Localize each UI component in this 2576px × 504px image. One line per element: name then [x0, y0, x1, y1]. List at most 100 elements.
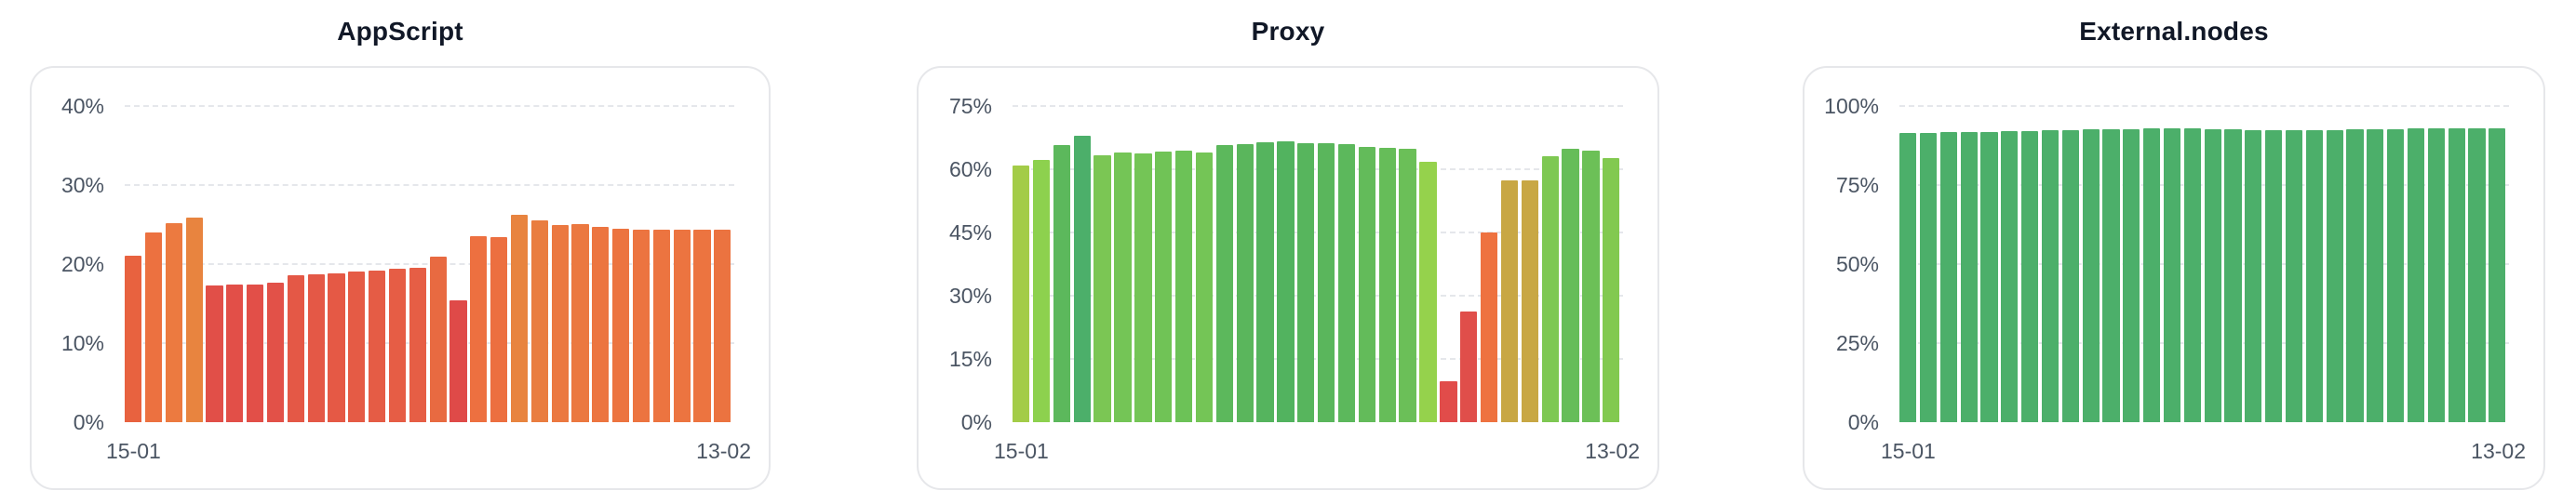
bar[interactable] [1277, 141, 1295, 422]
bar[interactable] [2143, 128, 2161, 422]
bar[interactable] [247, 285, 264, 422]
bar[interactable] [1155, 151, 1173, 422]
bar[interactable] [1603, 158, 1620, 422]
bar[interactable] [1032, 160, 1051, 422]
bar[interactable] [1480, 232, 1498, 422]
bar[interactable] [1053, 145, 1071, 422]
bar[interactable] [2061, 129, 2079, 422]
bar[interactable] [266, 283, 285, 422]
y-axis-tick-label: 100% [1824, 94, 1879, 118]
bar[interactable] [1521, 179, 1539, 422]
bar[interactable] [1358, 146, 1376, 422]
bar[interactable] [388, 269, 407, 422]
bar[interactable] [1460, 312, 1478, 422]
bar[interactable] [2183, 128, 2201, 422]
bar[interactable] [2326, 129, 2343, 422]
bar[interactable] [2346, 129, 2364, 422]
bar[interactable] [165, 222, 182, 422]
bar[interactable] [551, 224, 569, 422]
bar[interactable] [2224, 129, 2242, 422]
bar[interactable] [1939, 132, 1957, 422]
bar[interactable] [206, 285, 223, 422]
bar[interactable] [470, 236, 488, 422]
bar[interactable] [409, 268, 426, 422]
bar[interactable] [1318, 142, 1335, 422]
bar[interactable] [1013, 165, 1030, 422]
bar[interactable] [2123, 128, 2140, 422]
bar[interactable] [1399, 149, 1416, 422]
bar[interactable] [1919, 132, 1938, 422]
bar[interactable] [1960, 131, 1978, 422]
bar[interactable] [2489, 127, 2506, 422]
bar[interactable] [612, 228, 630, 422]
bar[interactable] [693, 229, 711, 422]
bar[interactable] [2245, 129, 2262, 422]
bar[interactable] [1582, 151, 1600, 422]
bar[interactable] [1134, 153, 1152, 422]
chart-panel-proxy: Proxy 0% 15% 30% 45% 60% 75% 15-01 13-02 [917, 0, 1659, 504]
bar[interactable] [1899, 133, 1917, 422]
bar[interactable] [714, 230, 731, 422]
bar[interactable] [348, 271, 366, 422]
bar[interactable] [1195, 153, 1214, 422]
bar[interactable] [2427, 128, 2445, 422]
bar[interactable] [369, 270, 386, 422]
bar[interactable] [1093, 155, 1111, 422]
bar[interactable] [673, 229, 691, 422]
bar[interactable] [632, 229, 651, 422]
chart-panel-external-nodes: External.nodes 0% 25% 50% 75% 100% 15-01 13-02 [1803, 0, 2545, 504]
bar[interactable] [2387, 128, 2405, 422]
bar[interactable] [449, 300, 467, 422]
bar[interactable] [1215, 145, 1234, 422]
bar[interactable] [144, 232, 163, 422]
x-axis-end-label: 13-02 [696, 439, 751, 463]
bar[interactable] [125, 255, 142, 422]
bar[interactable] [1541, 155, 1559, 422]
bar[interactable] [2082, 129, 2100, 422]
bar[interactable] [2367, 129, 2384, 422]
bar[interactable] [307, 274, 325, 422]
bar[interactable] [1256, 142, 1274, 422]
bar[interactable] [490, 237, 508, 422]
bar[interactable] [328, 273, 345, 422]
bar[interactable] [1337, 143, 1356, 422]
bar[interactable] [1419, 161, 1437, 422]
bar[interactable] [1174, 151, 1193, 422]
bar[interactable] [1562, 149, 1579, 422]
bar[interactable] [429, 257, 447, 422]
bar[interactable] [592, 227, 610, 422]
bar[interactable] [2102, 129, 2120, 422]
bar-series [1013, 106, 1623, 422]
bar[interactable] [1378, 147, 1396, 422]
x-axis-start-label: 15-01 [994, 439, 1049, 463]
bar[interactable] [1980, 131, 1998, 422]
bar[interactable] [287, 274, 304, 422]
bar[interactable] [1440, 381, 1457, 422]
bar[interactable] [1073, 136, 1091, 422]
bar[interactable] [510, 215, 529, 422]
bar[interactable] [2448, 128, 2465, 422]
y-axis-tick-label: 20% [60, 252, 104, 276]
bar[interactable] [1236, 143, 1254, 422]
chart-title: AppScript [337, 17, 463, 46]
bar[interactable] [2163, 128, 2181, 422]
bar[interactable] [1500, 179, 1519, 422]
bar[interactable] [2001, 130, 2019, 422]
bar[interactable] [226, 285, 244, 422]
gridline [1899, 105, 2509, 107]
bar[interactable] [2285, 129, 2303, 422]
bar[interactable] [2407, 128, 2425, 422]
bar[interactable] [1297, 142, 1315, 422]
bar[interactable] [2468, 127, 2486, 422]
y-axis-tick-label: 25% [1835, 331, 1879, 355]
bar[interactable] [2041, 130, 2059, 422]
bar[interactable] [530, 220, 548, 422]
bar[interactable] [652, 229, 670, 422]
bar[interactable] [1114, 153, 1132, 422]
bar[interactable] [2305, 129, 2323, 422]
bar[interactable] [571, 223, 589, 422]
bar[interactable] [185, 217, 203, 422]
bar[interactable] [2265, 129, 2283, 422]
bar[interactable] [2021, 130, 2039, 422]
bar[interactable] [2204, 128, 2221, 422]
